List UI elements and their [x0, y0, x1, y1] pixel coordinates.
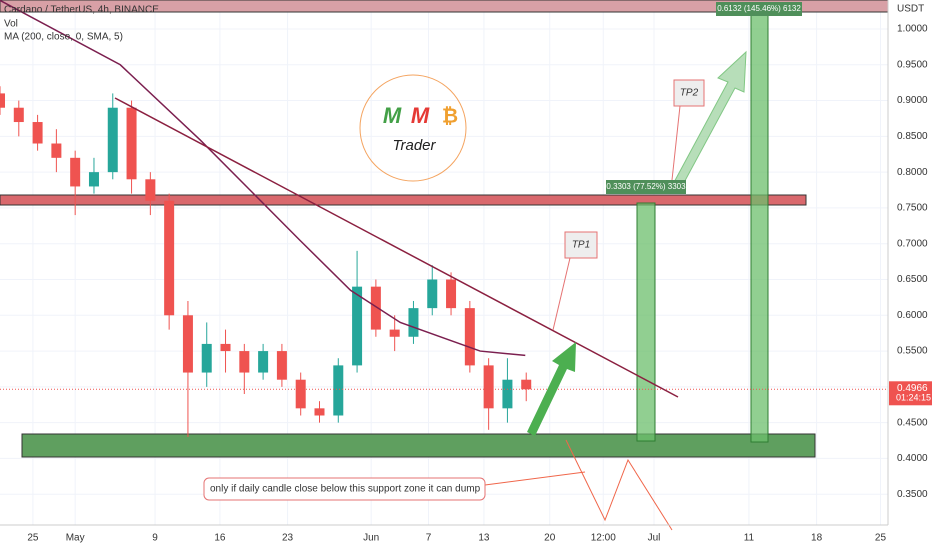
arrow — [671, 50, 747, 191]
candle-body — [13, 107, 24, 123]
logo-circle — [359, 74, 467, 182]
y-tick-label: 0.9500 — [897, 59, 928, 70]
arrow — [527, 342, 576, 436]
callout-line — [552, 257, 571, 331]
chart-title: Cardano / TetherUS, 4h, BINANCE — [4, 5, 159, 16]
y-tick-label: 0.6000 — [897, 310, 928, 321]
measure-label: 0.6132 (145.46%) 6132 — [717, 4, 801, 13]
x-tick-label: 11 — [744, 533, 755, 544]
axis-labels: 0.35000.40000.45000.50000.55000.60000.65… — [27, 24, 932, 544]
candle-body — [70, 157, 81, 187]
x-tick-label: 20 — [544, 533, 556, 544]
candle-body — [164, 200, 175, 316]
candle-body — [446, 279, 457, 309]
measure-box — [636, 202, 656, 442]
price-label: 0.4966 — [897, 383, 928, 394]
candle-body — [333, 365, 344, 416]
candle-body — [145, 179, 156, 201]
measure-box — [750, 11, 769, 443]
tp-label: TP2 — [680, 88, 699, 99]
candle-body — [51, 143, 62, 158]
x-tick-label: 13 — [478, 533, 490, 544]
ma-label: MA (200, close, 0, SMA, 5) — [4, 32, 123, 43]
x-tick-label: Jun — [363, 533, 379, 544]
zigzag-line — [565, 439, 673, 531]
note: only if daily candle close below this su… — [210, 484, 481, 495]
callout-line — [671, 105, 681, 181]
x-tick-label: 9 — [152, 533, 158, 544]
logo: M — [411, 103, 430, 128]
candle-body — [314, 408, 325, 416]
candle-body — [32, 122, 43, 144]
support-zone — [21, 433, 816, 458]
candle-body — [201, 343, 212, 373]
candle-body — [258, 351, 269, 373]
y-tick-label: 0.8000 — [897, 167, 928, 178]
y-tick-label: 0.6500 — [897, 274, 928, 285]
x-tick-label: 23 — [282, 533, 294, 544]
y-tick-label: 0.8500 — [897, 131, 928, 142]
candle-body — [427, 279, 438, 309]
measure-label: 0.3303 (77.52%) 3303 — [606, 182, 686, 191]
note-box — [203, 477, 486, 501]
resistance-zone — [0, 194, 807, 206]
x-tick-label: May — [66, 533, 85, 544]
price-badge — [889, 381, 932, 406]
y-tick-label: 0.5500 — [897, 346, 928, 357]
tp-box — [564, 231, 598, 259]
candle-body — [370, 286, 381, 330]
logo: M — [383, 103, 402, 128]
y-tick-label: 0.3500 — [897, 489, 928, 500]
y-tick-label: 0.9000 — [897, 95, 928, 106]
candle-body — [220, 343, 231, 352]
x-tick-label: 16 — [214, 533, 226, 544]
candle-body — [389, 329, 400, 337]
y-tick-label: 0.4000 — [897, 453, 928, 464]
x-tick-label: Jul — [648, 533, 661, 544]
tp-box — [673, 79, 705, 107]
trend-line — [114, 97, 679, 398]
candle-body — [352, 286, 363, 366]
candle-body — [464, 308, 475, 366]
candle-body — [0, 93, 5, 108]
candle-body — [126, 107, 137, 180]
y-tick-label: 0.7000 — [897, 238, 928, 249]
logo-text: Trader — [392, 137, 436, 154]
callout-line — [484, 471, 586, 486]
x-tick-label: 12:00 — [591, 533, 616, 544]
x-tick-label: 25 — [875, 533, 887, 544]
candle-body — [107, 107, 118, 173]
y-tick-label: 0.4500 — [897, 417, 928, 428]
candle-body — [295, 379, 306, 409]
y-tick-label: 1.0000 — [897, 24, 928, 35]
tp-label: TP1 — [572, 240, 590, 251]
candle-body — [502, 379, 513, 409]
measure-label-bg — [606, 180, 686, 194]
candle-body — [483, 365, 494, 409]
candle-body — [276, 351, 287, 380]
x-tick-label: 25 — [27, 533, 39, 544]
y-tick-label: 0.7500 — [897, 203, 928, 214]
candle-body — [521, 379, 532, 390]
countdown: 01:24:15 — [896, 393, 931, 403]
candles — [0, 86, 888, 437]
x-tick-label: 7 — [426, 533, 432, 544]
candle-body — [239, 351, 250, 373]
x-tick-label: 18 — [811, 533, 823, 544]
measure-label-bg — [716, 2, 802, 16]
candle-body — [88, 172, 99, 187]
candle-body — [182, 315, 193, 373]
candle-body — [408, 308, 419, 337]
volume-label: Vol — [4, 19, 18, 30]
unit-label: USDT — [897, 4, 924, 15]
logo: ₿ — [442, 105, 458, 127]
ma-line — [0, 0, 526, 357]
